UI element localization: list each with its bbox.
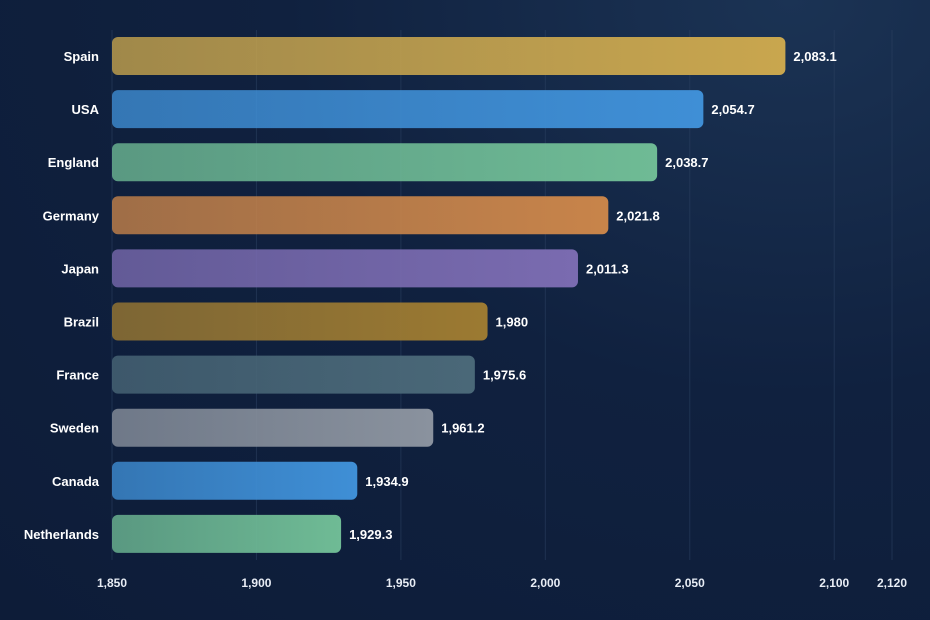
value-label: 1,929.3 <box>349 527 392 542</box>
category-label: Sweden <box>50 421 99 436</box>
category-label: Brazil <box>64 315 99 330</box>
bar-england <box>112 143 658 182</box>
value-labels: 2,083.1 2,054.7 2,038.7 2,021.8 2,011.3 1,980… <box>349 49 837 542</box>
value-label: 1,961.2 <box>441 421 484 436</box>
value-label: 2,021.8 <box>616 208 659 223</box>
x-axis-ticks: 1,850 1,900 1,950 2,000 2,050 2,100 2,120 <box>97 576 907 590</box>
x-tick-label: 2,000 <box>530 576 560 590</box>
category-label: England <box>48 155 99 170</box>
bar-france <box>112 355 475 394</box>
category-label: USA <box>72 102 100 117</box>
value-label: 2,083.1 <box>793 49 836 64</box>
x-tick-label: 1,900 <box>241 576 271 590</box>
value-label: 1,980 <box>496 315 529 330</box>
bar-usa <box>112 90 704 129</box>
bar-germany <box>112 196 609 235</box>
value-label: 2,054.7 <box>711 102 754 117</box>
bar-sweden <box>112 408 434 447</box>
x-tick-label: 1,950 <box>386 576 416 590</box>
x-tick-label: 1,850 <box>97 576 127 590</box>
bar-japan <box>112 249 578 288</box>
category-labels: Spain USA England Germany Japan Brazil France S… <box>24 49 100 542</box>
bar-netherlands <box>112 514 342 553</box>
category-label: Spain <box>64 49 99 64</box>
bars <box>112 37 786 553</box>
bar-brazil <box>112 302 488 341</box>
category-label: France <box>56 368 99 383</box>
bar-spain <box>112 37 786 75</box>
category-label: Germany <box>43 208 100 223</box>
value-label: 2,011.3 <box>586 261 629 276</box>
bar-canada <box>112 461 358 500</box>
x-tick-label: 2,120 <box>877 576 907 590</box>
category-label: Japan <box>61 261 99 276</box>
category-label: Netherlands <box>24 527 99 542</box>
value-label: 2,038.7 <box>665 155 708 170</box>
x-tick-label: 2,100 <box>819 576 849 590</box>
category-label: Canada <box>52 474 100 489</box>
value-label: 1,975.6 <box>483 368 526 383</box>
x-tick-label: 2,050 <box>675 576 705 590</box>
value-label: 1,934.9 <box>365 474 408 489</box>
